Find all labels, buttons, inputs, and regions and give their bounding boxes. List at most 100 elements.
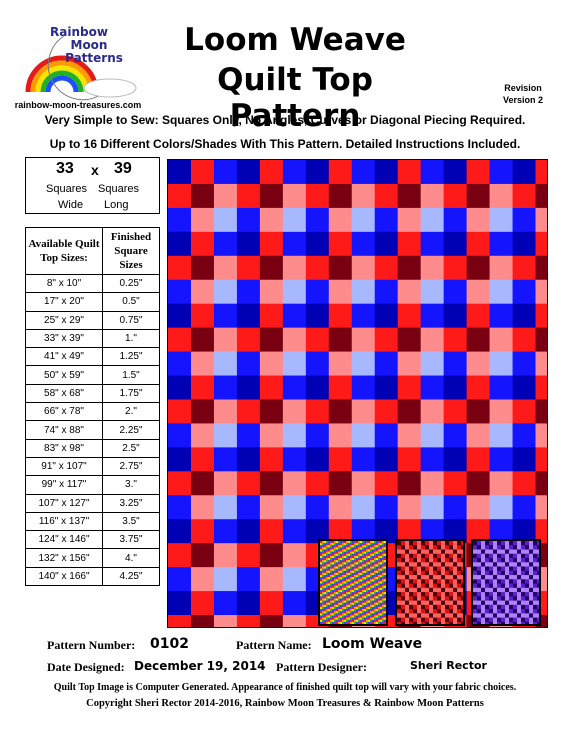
quilt-square xyxy=(419,617,422,621)
quilt-square xyxy=(524,507,536,520)
quilt-square xyxy=(521,562,524,565)
quilt-square xyxy=(386,363,399,376)
quilt-square xyxy=(489,447,502,460)
quilt-square xyxy=(370,619,373,623)
quilt-square xyxy=(432,267,445,281)
quilt-square xyxy=(382,545,385,548)
quilt-square xyxy=(455,560,458,563)
quilt-square xyxy=(326,541,329,544)
quilt-square xyxy=(455,279,467,293)
quilt-square xyxy=(372,587,375,591)
quilt-square xyxy=(352,566,355,570)
quilt-square xyxy=(451,572,454,576)
quilt-square xyxy=(366,579,369,582)
quilt-square xyxy=(427,572,430,576)
quilt-square xyxy=(507,572,510,576)
quilt-square xyxy=(517,587,520,591)
quilt-square xyxy=(328,279,341,293)
quilt-square xyxy=(519,581,522,584)
quilt-square xyxy=(478,160,490,173)
quilt-square xyxy=(501,604,504,608)
quilt-square xyxy=(420,519,433,532)
quilt-square xyxy=(248,423,261,436)
quilt-square xyxy=(202,160,215,173)
quilt-square xyxy=(461,600,464,604)
quilt-square xyxy=(509,566,512,570)
quilt-square xyxy=(364,551,367,555)
quilt-square xyxy=(505,596,508,599)
quilt-square xyxy=(503,604,506,608)
quilt-square xyxy=(479,606,482,610)
quilt-square xyxy=(344,566,347,570)
quilt-square xyxy=(411,572,414,576)
quilt-square xyxy=(190,363,203,376)
quilt-square xyxy=(320,619,323,623)
quilt-square xyxy=(338,592,341,595)
quilt-square xyxy=(368,581,371,584)
quilt-square xyxy=(427,568,430,572)
quilt-square xyxy=(481,589,484,593)
quilt-square xyxy=(322,577,325,580)
quilt-square xyxy=(423,602,426,606)
quilt-square xyxy=(455,243,467,257)
quilt-square xyxy=(478,495,490,508)
quilt-square xyxy=(535,598,538,601)
quilt-square xyxy=(461,560,464,563)
quilt-square xyxy=(213,531,226,544)
quilt-square xyxy=(515,598,518,601)
quilt-square xyxy=(358,579,361,582)
quilt-square xyxy=(334,581,337,584)
quilt-square xyxy=(501,447,513,460)
quilt-square xyxy=(445,619,448,623)
quilt-square xyxy=(515,541,518,544)
quilt-square xyxy=(346,609,349,612)
quilt-square xyxy=(334,543,337,546)
quilt-square xyxy=(477,566,480,570)
quilt-square xyxy=(478,447,490,460)
quilt-square xyxy=(282,471,295,484)
quilt-square xyxy=(376,541,379,544)
quilt-square xyxy=(340,459,353,472)
quilt-square xyxy=(317,231,330,245)
quilt-square xyxy=(324,598,327,601)
quilt-square xyxy=(305,171,318,185)
quilt-square xyxy=(479,575,482,578)
quilt-square xyxy=(342,541,345,544)
quilt-square xyxy=(348,606,351,610)
quilt-square xyxy=(179,531,192,544)
quilt-square xyxy=(320,543,323,546)
quilt-square xyxy=(437,549,440,553)
quilt-square xyxy=(473,604,476,608)
quilt-square xyxy=(455,195,467,209)
quilt-square xyxy=(372,609,375,612)
quilt-square xyxy=(179,315,192,329)
quilt-square xyxy=(429,566,432,570)
quilt-square xyxy=(413,568,416,572)
quilt-square xyxy=(332,543,335,546)
quilt-square xyxy=(366,617,369,621)
quilt-square xyxy=(407,587,410,591)
quilt-square xyxy=(441,549,444,553)
quilt-square xyxy=(517,555,520,559)
quilt-square xyxy=(489,570,492,574)
quilt-square xyxy=(213,423,226,436)
quilt-square xyxy=(384,589,387,593)
quilt-square xyxy=(505,570,508,574)
quilt-square xyxy=(403,570,406,574)
quilt-square xyxy=(282,279,295,293)
quilt-square xyxy=(332,604,335,608)
quilt-square xyxy=(271,351,284,364)
quilt-square xyxy=(352,579,355,582)
quilt-square xyxy=(455,566,458,570)
quilt-square xyxy=(202,471,215,484)
quilt-square xyxy=(340,387,353,400)
quilt-square xyxy=(202,543,215,556)
quilt-square xyxy=(417,609,420,612)
quilt-square xyxy=(384,566,387,570)
quilt-square xyxy=(431,617,434,621)
quilt-square xyxy=(447,615,450,619)
quilt-square xyxy=(411,558,414,561)
quilt-square xyxy=(431,541,434,544)
quilt-square xyxy=(168,483,180,496)
quilt-square xyxy=(358,560,361,563)
